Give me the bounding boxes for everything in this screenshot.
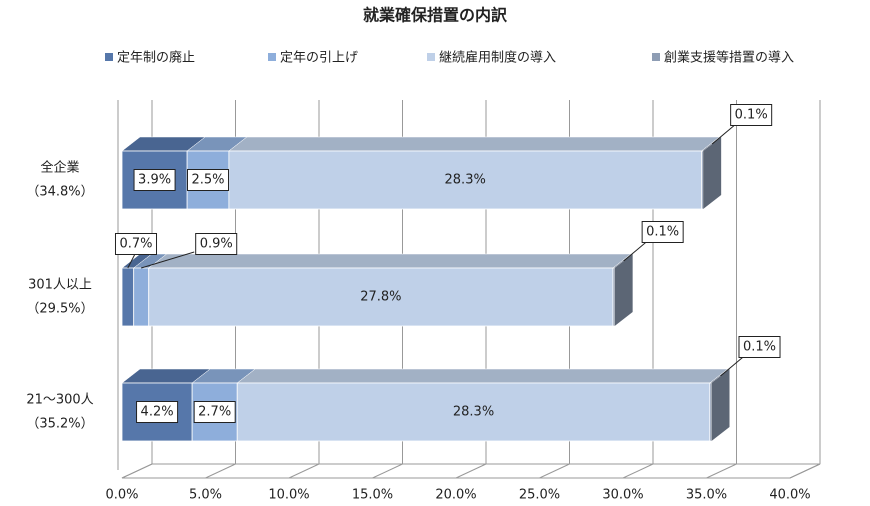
- value-label-box: [730, 104, 773, 126]
- x-tick-label: 35.0%: [686, 488, 727, 503]
- value-label-box: [186, 169, 230, 191]
- legend-swatch: [268, 53, 276, 61]
- legend-swatch: [105, 53, 113, 61]
- grid-line: [288, 463, 320, 479]
- grid-line: [372, 463, 403, 479]
- value-label-box: [114, 233, 158, 255]
- legend-swatch: [427, 53, 435, 61]
- bar-top: [228, 136, 721, 152]
- value-label: 2.7%: [198, 405, 231, 420]
- value-label: 0.7%: [119, 237, 152, 252]
- x-tick-label: 20.0%: [435, 488, 476, 503]
- grid-line: [706, 463, 737, 479]
- value-label-box: [195, 233, 238, 255]
- x-tick-label: 10.0%: [268, 488, 309, 503]
- bar: [133, 267, 150, 327]
- x-tick-label: 15.0%: [352, 488, 393, 503]
- value-label-box: [136, 401, 179, 423]
- value-label: 28.3%: [453, 405, 494, 420]
- label-leader: [141, 251, 195, 269]
- value-label-box: [193, 401, 236, 423]
- category-total: （29.5%）: [26, 302, 93, 317]
- bar: [148, 267, 614, 327]
- label-leader: [720, 354, 746, 377]
- bar-side: [614, 254, 633, 326]
- value-label: 4.2%: [141, 405, 174, 420]
- category-total: （35.2%）: [26, 417, 93, 432]
- label-leader: [623, 239, 649, 262]
- grid-line: [455, 463, 487, 479]
- grid-line: [539, 463, 570, 479]
- bar-side: [711, 369, 730, 441]
- legend-swatch: [652, 53, 660, 61]
- value-label: 28.3%: [445, 173, 486, 188]
- x-tick-label: 30.0%: [602, 488, 643, 503]
- value-label-box: [738, 336, 781, 358]
- value-label-box: [133, 169, 176, 191]
- bar-side: [703, 137, 722, 209]
- x-tick-label: 0.0%: [105, 488, 138, 503]
- category-label: 全企業: [40, 160, 79, 176]
- legend-label: 定年の引上げ: [280, 51, 358, 66]
- bar-top: [236, 368, 729, 384]
- x-tick-label: 40.0%: [769, 488, 810, 503]
- bar-top: [147, 253, 632, 269]
- legend-label: 創業支援等措置の導入: [664, 50, 794, 66]
- value-label: 27.8%: [360, 290, 401, 305]
- bar: [612, 267, 616, 327]
- grid-line: [121, 463, 153, 479]
- bar: [709, 382, 712, 442]
- chart-title: 就業確保措置の内訳: [363, 6, 508, 25]
- value-label: 0.1%: [646, 225, 679, 240]
- x-tick-label: 5.0%: [189, 488, 222, 503]
- value-label: 0.1%: [743, 340, 776, 355]
- legend-label: 定年制の廃止: [117, 50, 195, 66]
- bar: [701, 150, 704, 210]
- value-label: 3.9%: [138, 173, 171, 188]
- grid-line: [205, 463, 236, 479]
- value-label: 0.9%: [200, 237, 233, 252]
- label-leader: [711, 122, 738, 145]
- bar: [121, 267, 135, 327]
- value-label: 0.1%: [735, 108, 768, 123]
- bar: [228, 150, 702, 210]
- category-label: 21～300人: [26, 393, 93, 408]
- grid-line: [789, 463, 821, 479]
- category-total: （34.8%）: [26, 185, 93, 200]
- value-label: 2.5%: [191, 173, 224, 188]
- category-label: 301人以上: [28, 278, 92, 293]
- legend-label: 継続雇用制度の導入: [439, 50, 556, 66]
- x-tick-label: 25.0%: [519, 488, 560, 503]
- grid-line: [622, 463, 654, 479]
- value-label-box: [641, 221, 684, 243]
- bar: [236, 382, 711, 442]
